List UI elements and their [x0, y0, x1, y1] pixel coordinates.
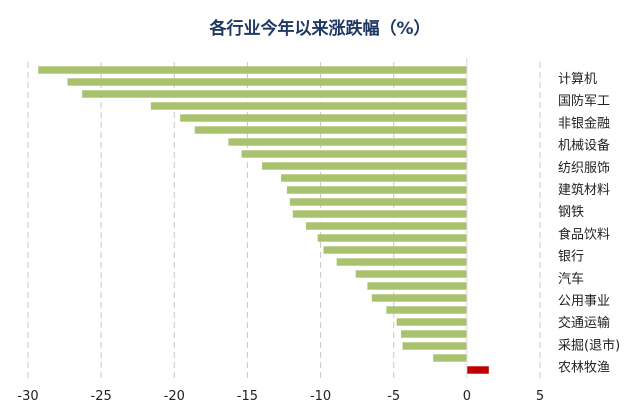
bar-18 [367, 282, 467, 290]
category-label-0: 计算机 [558, 72, 597, 87]
x-tick-label-7: 5 [536, 389, 544, 404]
bar-1 [67, 78, 467, 86]
bar-17 [355, 270, 467, 278]
category-label-7: 食品饮料 [558, 226, 610, 242]
category-label-1: 国防军工 [558, 93, 610, 109]
bar-13 [305, 222, 467, 230]
category-label-4: 纺织服饰 [558, 161, 610, 176]
x-tick-label-4: -10 [310, 389, 331, 404]
bar-12 [292, 210, 467, 218]
category-label-8: 银行 [558, 250, 584, 265]
bar-16 [336, 258, 467, 266]
category-label-6: 钢铁 [558, 205, 584, 220]
category-label-11: 交通运输 [558, 315, 610, 331]
bar-14 [317, 234, 467, 242]
bar-6 [228, 138, 467, 146]
bar-11 [289, 198, 467, 206]
category-label-12: 采掘(退市) [558, 337, 620, 353]
x-tick-label-0: -30 [17, 389, 38, 404]
x-tick-label-6: 0 [463, 389, 471, 404]
bar-4 [180, 114, 467, 122]
bar-10 [286, 186, 467, 194]
bar-23 [402, 342, 467, 350]
category-label-2: 非银金融 [558, 115, 610, 131]
bar-19 [371, 294, 467, 302]
bar-8 [262, 162, 467, 170]
bar-20 [386, 306, 467, 314]
bar-2 [82, 90, 467, 98]
category-label-3: 机械设备 [558, 138, 610, 154]
bar-25 [466, 366, 489, 374]
category-label-10: 公用事业 [558, 294, 610, 309]
bar-0 [38, 66, 467, 74]
bar-9 [281, 174, 467, 182]
x-tick-label-5: -5 [387, 389, 400, 404]
bar-21 [396, 318, 467, 326]
x-tick-label-3: -15 [237, 389, 258, 404]
category-label-9: 汽车 [558, 271, 584, 287]
bar-22 [401, 330, 467, 338]
x-tick-label-2: -20 [164, 389, 185, 404]
bar-5 [194, 126, 467, 134]
bar-3 [150, 102, 467, 110]
category-label-13: 农林牧渔 [558, 361, 610, 376]
x-tick-label-1: -25 [91, 389, 112, 404]
chart-title: 各行业今年以来涨跌幅（%） [209, 19, 431, 39]
bar-24 [433, 354, 467, 362]
bar-15 [323, 246, 467, 254]
bar-7 [241, 150, 467, 158]
category-label-5: 建筑材料 [558, 182, 610, 198]
